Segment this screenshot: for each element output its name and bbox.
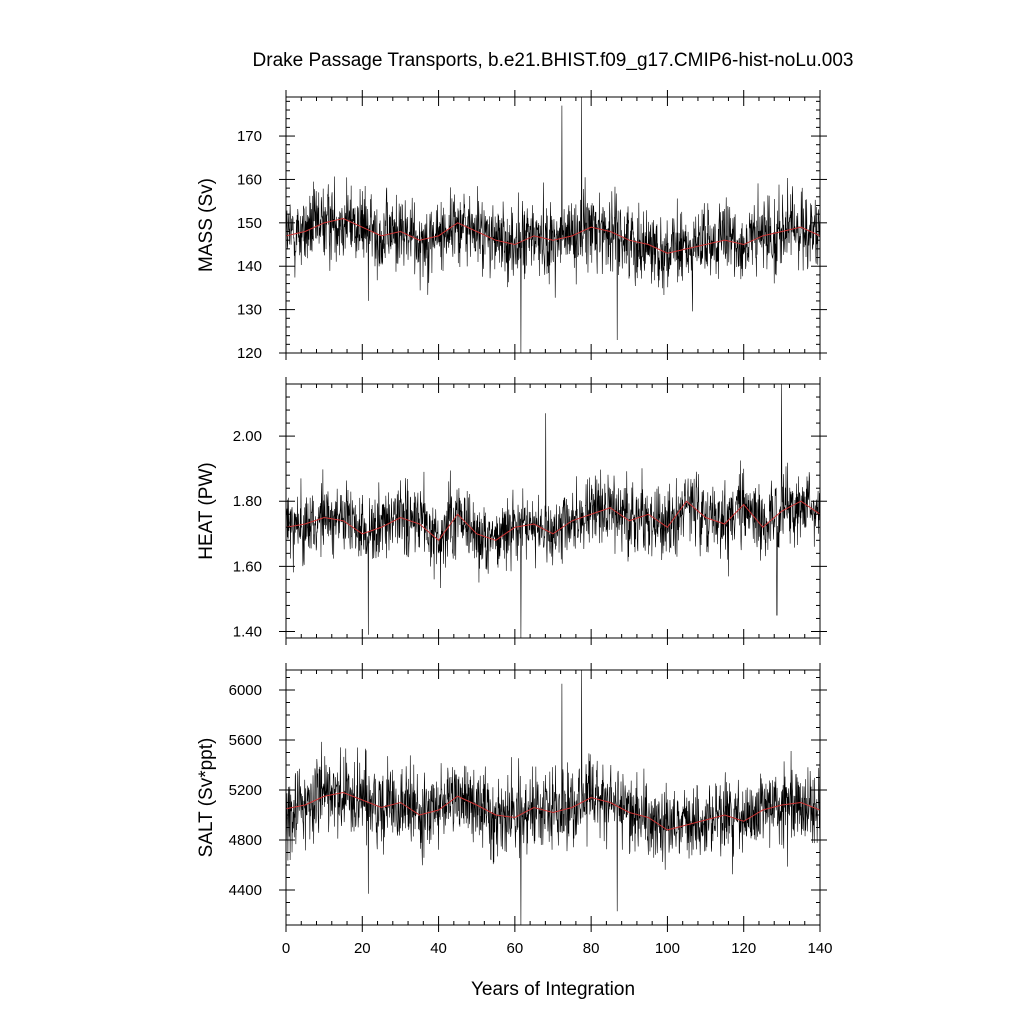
plot-frame (285, 669, 821, 926)
plot-frame (285, 383, 821, 639)
y-tick-label: 4400 (229, 882, 262, 899)
x-tick-label: 40 (430, 940, 447, 957)
x-tick-label: 80 (583, 940, 600, 957)
y-tick-label: 2.00 (233, 428, 262, 445)
y-tick-label: 6000 (229, 682, 262, 699)
plot-frame (285, 96, 821, 354)
y-axis-title: SALT (Sv*ppt) (196, 738, 217, 858)
raw-series-line (286, 97, 820, 353)
y-tick-label: 130 (237, 302, 262, 319)
x-tick-label: 120 (731, 940, 756, 957)
y-axis-title: MASS (Sv) (196, 178, 217, 272)
x-tick-label: 140 (807, 940, 832, 957)
y-tick-label: 4800 (229, 832, 262, 849)
smoothed-series-line (286, 791, 820, 831)
figure-title: Drake Passage Transports, b.e21.BHIST.f0… (253, 50, 854, 71)
y-tick-label: 170 (237, 128, 262, 145)
y-tick-label: 120 (237, 345, 262, 362)
x-tick-label: 100 (655, 940, 680, 957)
y-tick-label: 1.60 (233, 558, 262, 575)
x-tick-label: 0 (282, 940, 290, 957)
smoothed-series-line (286, 217, 820, 254)
panel-salt: 0 20 40 60 80 100 120 140 4400 4800 5200 5600 6000 SA… (196, 663, 833, 1000)
y-axis-title: HEAT (PW) (196, 462, 217, 559)
y-tick-label: 1.40 (233, 623, 262, 640)
y-tick-label: 5200 (229, 782, 262, 799)
x-tick-label: 20 (354, 940, 371, 957)
y-tick-label: 1.80 (233, 493, 262, 510)
x-tick-label: 60 (507, 940, 524, 957)
panels: 120 130 140 150 160 170 MASS (Sv) 1.40 1.60 1.80 2… (196, 90, 833, 1000)
y-tick-label: 5600 (229, 732, 262, 749)
panel-mass: 120 130 140 150 160 170 MASS (Sv) (196, 90, 827, 362)
raw-series-line (286, 670, 820, 925)
x-axis-title: Years of Integration (471, 979, 635, 1000)
y-tick-label: 150 (237, 215, 262, 232)
raw-series-line (286, 384, 820, 638)
smoothed-series-line (286, 500, 820, 542)
y-tick-label: 140 (237, 258, 262, 275)
y-tick-label: 160 (237, 171, 262, 188)
panel-heat: 1.40 1.60 1.80 2.00 HEAT (PW) (196, 377, 827, 645)
